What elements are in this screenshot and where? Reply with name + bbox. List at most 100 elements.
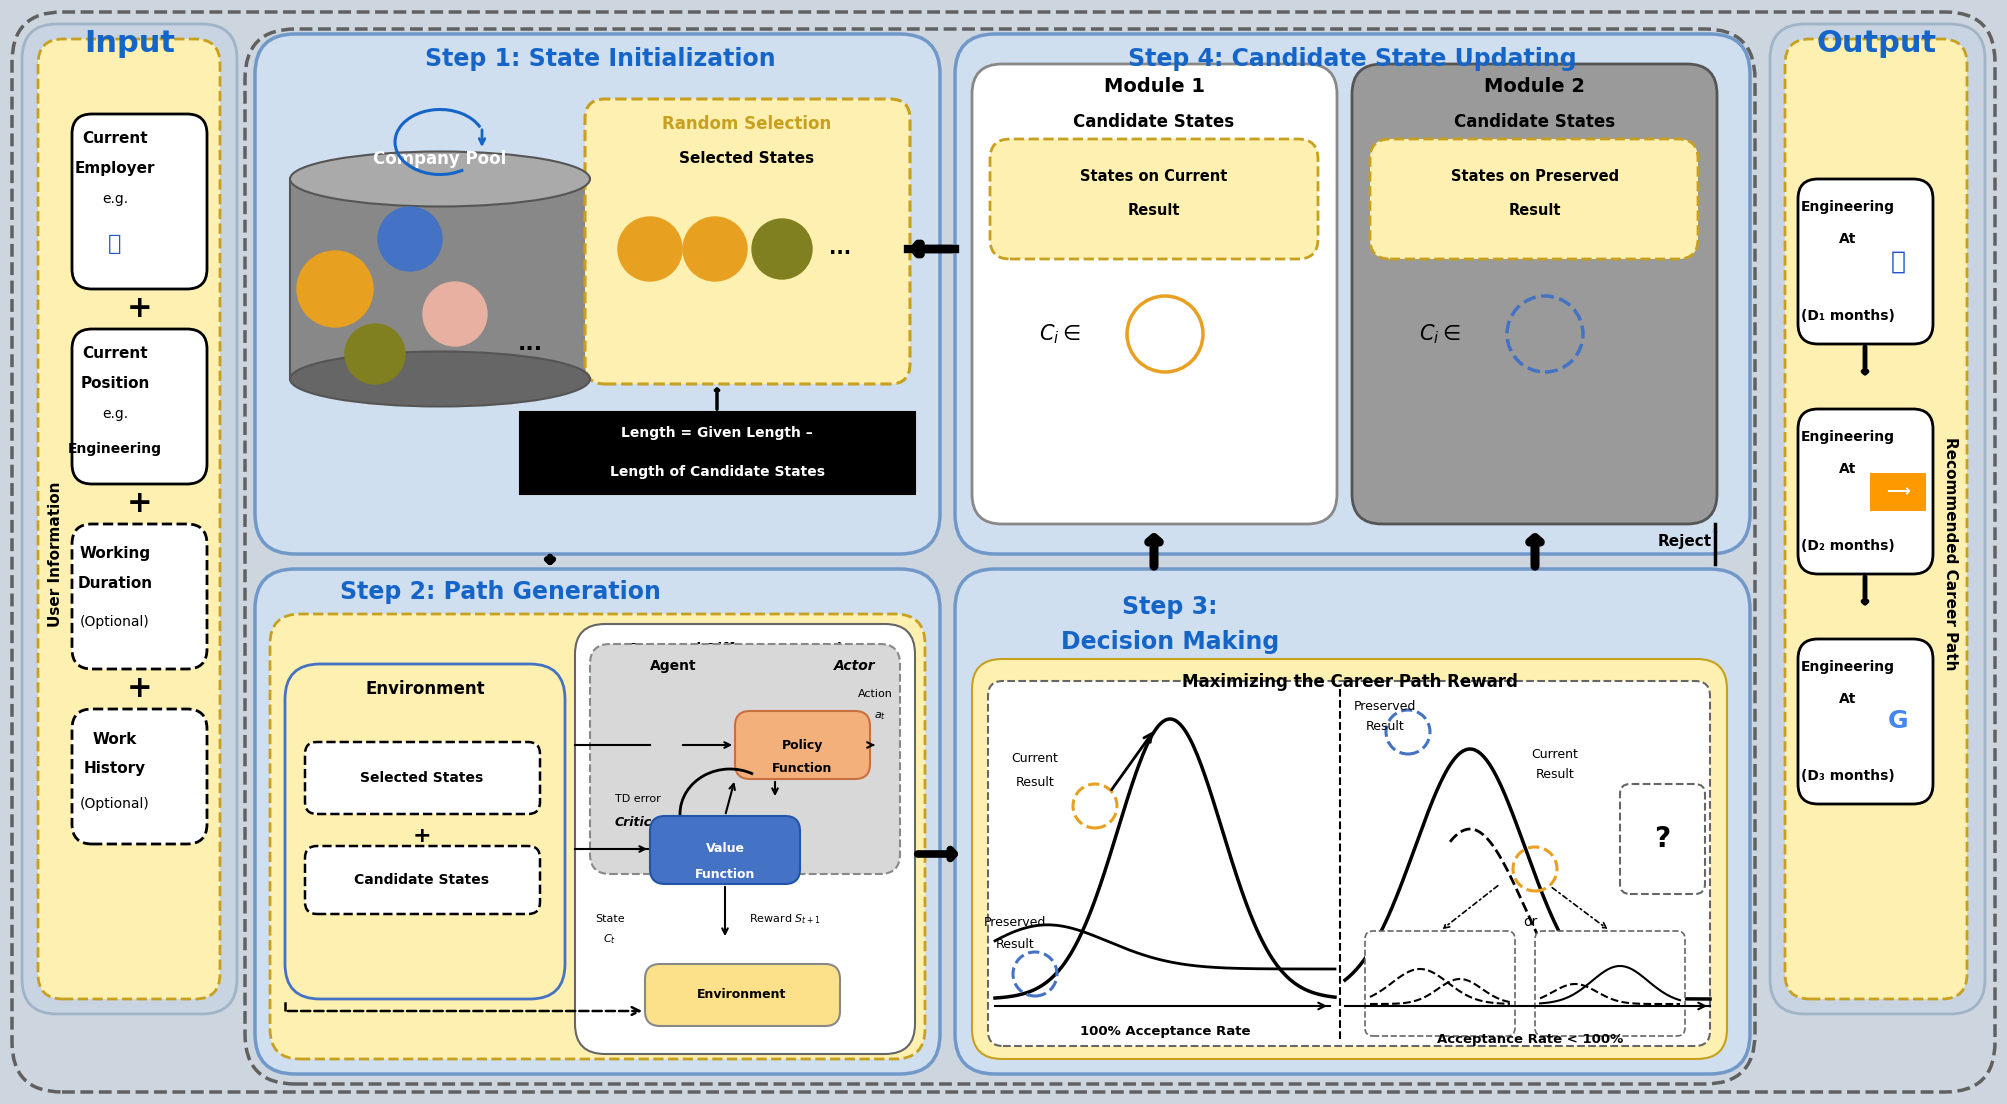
Text: Random Selection: Random Selection bbox=[662, 115, 831, 132]
Text: $C_i \in$: $C_i \in$ bbox=[1040, 322, 1082, 346]
Text: Result: Result bbox=[1128, 203, 1180, 219]
Text: +: + bbox=[126, 295, 153, 323]
Text: At: At bbox=[1838, 461, 1856, 476]
FancyBboxPatch shape bbox=[590, 644, 899, 874]
Text: Critic: Critic bbox=[614, 816, 652, 828]
Text: ?: ? bbox=[1654, 825, 1670, 853]
Text: Current: Current bbox=[82, 131, 149, 147]
Text: Preserved: Preserved bbox=[1355, 700, 1417, 712]
Text: Candidate States: Candidate States bbox=[355, 873, 490, 887]
Text: Acceptance Rate < 100%: Acceptance Rate < 100% bbox=[1437, 1032, 1624, 1045]
Text: Input: Input bbox=[84, 30, 175, 59]
Text: Step 1: State Initialization: Step 1: State Initialization bbox=[425, 47, 775, 71]
Text: Function: Function bbox=[773, 763, 833, 775]
Text: Step 2: Path Generation: Step 2: Path Generation bbox=[339, 580, 660, 604]
Text: Agent: Agent bbox=[650, 659, 696, 673]
Text: Preserved: Preserved bbox=[983, 915, 1046, 928]
Text: e.g.: e.g. bbox=[102, 407, 128, 421]
FancyBboxPatch shape bbox=[1371, 139, 1698, 259]
Text: Reward $S_{t+1}$: Reward $S_{t+1}$ bbox=[749, 912, 821, 926]
Text: Engineering: Engineering bbox=[1800, 200, 1895, 214]
Text: States on Current: States on Current bbox=[1080, 170, 1228, 184]
FancyBboxPatch shape bbox=[72, 329, 207, 484]
FancyBboxPatch shape bbox=[72, 709, 207, 843]
FancyBboxPatch shape bbox=[305, 846, 540, 914]
FancyBboxPatch shape bbox=[255, 34, 939, 554]
Text: Length of Candidate States: Length of Candidate States bbox=[610, 465, 825, 479]
Text: ...: ... bbox=[518, 335, 542, 354]
Text: Result: Result bbox=[1535, 767, 1573, 781]
Text: Candidate States: Candidate States bbox=[1455, 113, 1616, 131]
FancyBboxPatch shape bbox=[72, 114, 207, 289]
FancyBboxPatch shape bbox=[971, 659, 1726, 1059]
Text: History: History bbox=[84, 762, 147, 776]
Text: Module 2: Module 2 bbox=[1485, 77, 1586, 96]
FancyBboxPatch shape bbox=[72, 524, 207, 669]
FancyBboxPatch shape bbox=[255, 569, 939, 1074]
Text: Temporal Difference Learning: Temporal Difference Learning bbox=[628, 643, 861, 656]
FancyBboxPatch shape bbox=[650, 816, 801, 884]
Text: Function: Function bbox=[694, 868, 755, 881]
Text: Company Pool: Company Pool bbox=[373, 150, 506, 168]
Text: 🐾: 🐾 bbox=[1891, 250, 1905, 274]
Text: $C_i \in$: $C_i \in$ bbox=[1419, 322, 1461, 346]
FancyBboxPatch shape bbox=[1620, 784, 1706, 894]
Text: TD error: TD error bbox=[614, 794, 660, 804]
Text: Module 1: Module 1 bbox=[1104, 77, 1204, 96]
Text: Working: Working bbox=[80, 546, 151, 562]
Text: Result: Result bbox=[1365, 720, 1405, 732]
Text: At: At bbox=[1838, 232, 1856, 246]
Bar bbox=[1871, 474, 1927, 511]
Text: Current: Current bbox=[82, 347, 149, 361]
FancyBboxPatch shape bbox=[971, 64, 1337, 524]
Text: Decision Making: Decision Making bbox=[1062, 630, 1278, 654]
Text: Position: Position bbox=[80, 376, 151, 392]
Text: Step 4: Candidate State Updating: Step 4: Candidate State Updating bbox=[1128, 47, 1575, 71]
Circle shape bbox=[618, 217, 682, 282]
Text: Policy: Policy bbox=[783, 739, 823, 752]
FancyBboxPatch shape bbox=[1798, 408, 1933, 574]
Text: Current: Current bbox=[1012, 753, 1058, 765]
Text: +: + bbox=[126, 489, 153, 519]
Text: Current: Current bbox=[1531, 747, 1578, 761]
Text: Engineering: Engineering bbox=[1800, 660, 1895, 675]
Text: (Optional): (Optional) bbox=[80, 615, 151, 629]
FancyBboxPatch shape bbox=[735, 711, 869, 779]
FancyBboxPatch shape bbox=[644, 964, 841, 1026]
FancyBboxPatch shape bbox=[38, 39, 221, 999]
FancyBboxPatch shape bbox=[987, 681, 1710, 1045]
Text: Engineering: Engineering bbox=[1800, 429, 1895, 444]
Text: ...: ... bbox=[829, 240, 851, 258]
Text: +: + bbox=[126, 675, 153, 703]
Text: Action: Action bbox=[857, 689, 893, 699]
Text: Result: Result bbox=[1509, 203, 1561, 219]
FancyBboxPatch shape bbox=[1770, 24, 1985, 1013]
Text: Recommended Career Path: Recommended Career Path bbox=[1943, 437, 1957, 671]
FancyBboxPatch shape bbox=[1365, 931, 1515, 1036]
Text: $C_t$: $C_t$ bbox=[604, 932, 616, 946]
FancyBboxPatch shape bbox=[1798, 639, 1933, 804]
Text: (D₂ months): (D₂ months) bbox=[1800, 539, 1895, 553]
FancyBboxPatch shape bbox=[22, 24, 237, 1013]
Circle shape bbox=[753, 219, 813, 279]
Ellipse shape bbox=[289, 351, 590, 406]
FancyBboxPatch shape bbox=[1784, 39, 1967, 999]
Text: At: At bbox=[1838, 692, 1856, 705]
Text: Result: Result bbox=[1016, 775, 1054, 788]
Text: 100% Acceptance Rate: 100% Acceptance Rate bbox=[1080, 1026, 1250, 1039]
Text: (Optional): (Optional) bbox=[80, 797, 151, 811]
Text: G: G bbox=[1889, 710, 1909, 733]
FancyBboxPatch shape bbox=[989, 139, 1319, 259]
Text: Maximizing the Career Path Reward: Maximizing the Career Path Reward bbox=[1182, 673, 1517, 691]
FancyBboxPatch shape bbox=[955, 569, 1750, 1074]
Text: (D₁ months): (D₁ months) bbox=[1800, 309, 1895, 323]
Text: Employer: Employer bbox=[74, 161, 155, 177]
Text: User Information: User Information bbox=[48, 481, 64, 627]
FancyBboxPatch shape bbox=[1798, 179, 1933, 344]
Text: Value: Value bbox=[706, 842, 745, 856]
Text: (D₃ months): (D₃ months) bbox=[1800, 769, 1895, 783]
Text: Step 3:: Step 3: bbox=[1122, 595, 1218, 619]
Text: or: or bbox=[1523, 915, 1537, 928]
FancyBboxPatch shape bbox=[12, 12, 1995, 1092]
Text: Reject: Reject bbox=[1658, 534, 1712, 550]
